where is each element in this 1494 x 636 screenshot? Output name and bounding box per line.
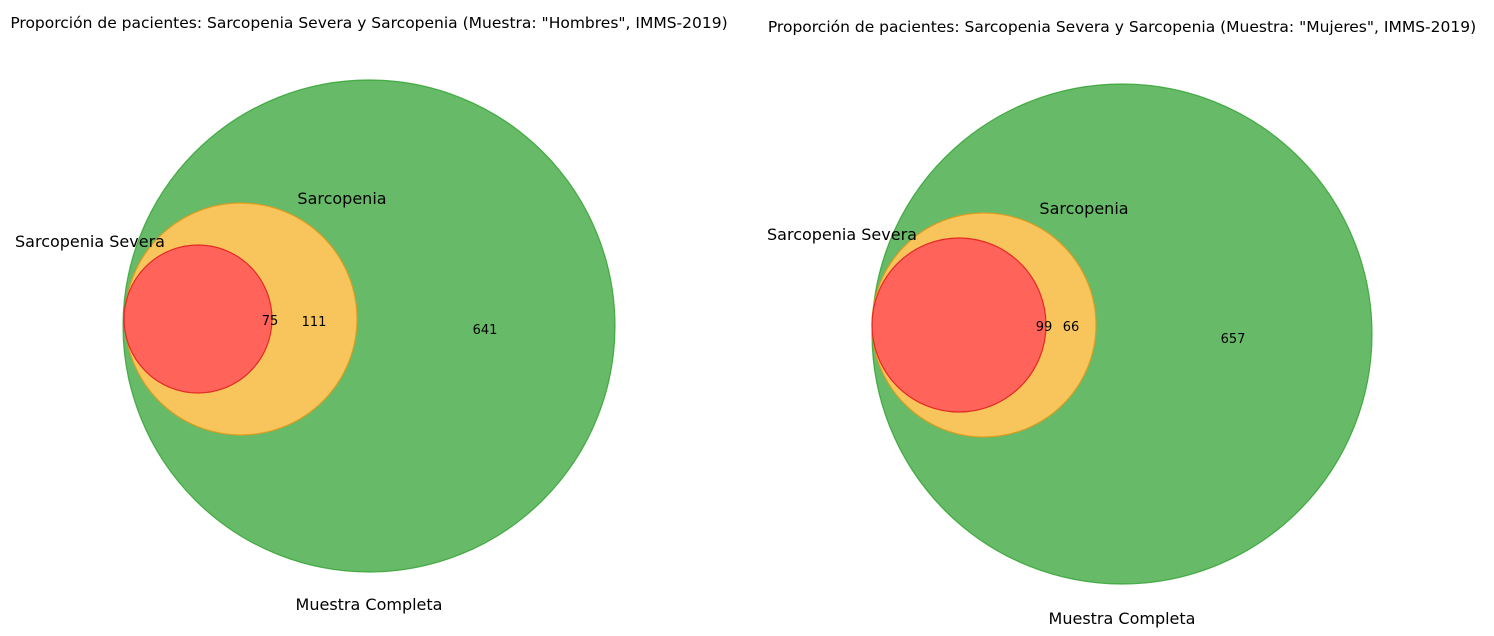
set-label-sarcopenia: Sarcopenia xyxy=(1039,199,1128,218)
region-label-sarcopenia: 111 xyxy=(302,315,327,330)
region-label-muestra-completa: 641 xyxy=(473,323,498,338)
set-label-sarcopenia-severa: Sarcopenia Severa xyxy=(15,232,165,251)
region-label-muestra-completa: 657 xyxy=(1221,332,1246,347)
chart-title: Proporción de pacientes: Sarcopenia Seve… xyxy=(768,18,1476,36)
chart-title: Proporción de pacientes: Sarcopenia Seve… xyxy=(10,14,727,32)
venn-panel-hombres: Proporción de pacientes: Sarcopenia Seve… xyxy=(10,14,727,614)
circle-sarcopenia-severa xyxy=(871,237,1047,413)
region-label-sarcopenia-severa: 75 xyxy=(262,314,279,329)
venn-panel-mujeres: Proporción de pacientes: Sarcopenia Seve… xyxy=(767,18,1476,628)
set-label-muestra-completa: Muestra Completa xyxy=(296,595,443,614)
region-label-sarcopenia: 66 xyxy=(1063,320,1080,335)
set-label-muestra-completa: Muestra Completa xyxy=(1049,609,1196,628)
set-label-sarcopenia-severa: Sarcopenia Severa xyxy=(767,225,917,244)
region-label-sarcopenia-severa: 99 xyxy=(1036,320,1053,335)
circle-sarcopenia-severa xyxy=(123,244,273,394)
set-label-sarcopenia: Sarcopenia xyxy=(297,189,386,208)
